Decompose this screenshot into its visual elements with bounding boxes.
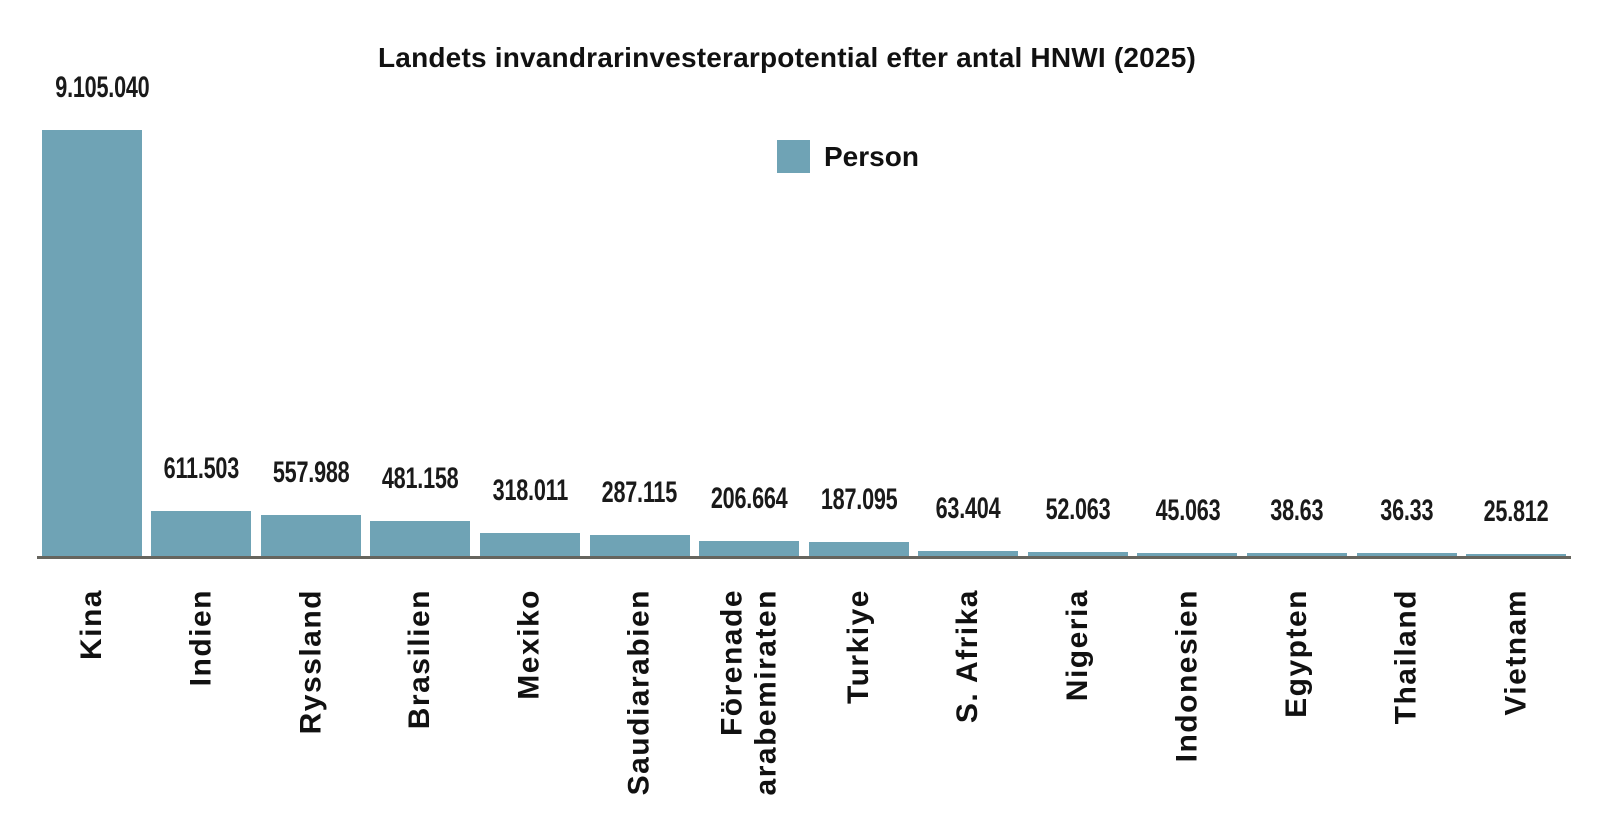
category-label: Turkiye	[841, 589, 875, 704]
bar	[151, 511, 252, 556]
value-label: 45.063	[1155, 493, 1220, 527]
bar	[370, 520, 471, 556]
category-label: Mexiko	[513, 589, 547, 700]
value-label: 52.063	[1045, 493, 1111, 527]
value-label: 481.158	[382, 461, 459, 495]
plot-area: 9.105.040 Kina 611.503 Indien 557.988 Rysslan…	[37, 73, 1571, 795]
category-label: Indonesien	[1170, 589, 1204, 763]
value-label: 38.63	[1270, 494, 1324, 528]
category-label: Kina	[74, 589, 108, 661]
category-label: Indien	[184, 589, 218, 687]
category-label: Saudiarabien	[622, 589, 656, 796]
bar-column: 287.115 Saudiarabien	[585, 130, 695, 795]
bar	[1027, 552, 1128, 556]
bar-column: 187.095 Turkiye	[804, 130, 914, 704]
value-label: 287.115	[601, 475, 678, 509]
bar	[480, 532, 581, 556]
legend: Person	[777, 140, 919, 173]
value-label: 36.33	[1380, 494, 1434, 528]
category-label: Ryssland	[293, 589, 327, 735]
legend-label: Person	[824, 140, 919, 172]
category-label: Förenade arabemiraten	[715, 589, 783, 796]
bar	[918, 551, 1019, 556]
bar	[1137, 552, 1238, 556]
category-label: S. Afrika	[951, 589, 985, 724]
bar-column: 481.158 Brasilien	[366, 130, 476, 729]
bar-column: 63.404 S. Afrika	[914, 130, 1024, 723]
value-label: 318.011	[492, 473, 568, 507]
bar	[1247, 553, 1348, 556]
value-label: 25.812	[1483, 495, 1549, 528]
bar	[260, 514, 361, 556]
value-label: 206.664	[710, 481, 788, 515]
bar-column: 9.105.040 Kina	[37, 73, 150, 660]
bar	[1356, 553, 1457, 556]
chart-title: Landets invandrarinvesterarpotential eft…	[378, 42, 1196, 73]
bar-column: 52.063 Nigeria	[1023, 130, 1133, 701]
bar-column: 557.988 Ryssland	[256, 130, 366, 734]
bar-column: 25.812 Vietnam	[1461, 130, 1571, 716]
value-label: 557.988	[272, 455, 350, 489]
bar-column: 611.503 Indien	[147, 130, 257, 686]
value-label: 187.095	[820, 483, 898, 517]
value-label: 63.404	[935, 492, 1001, 526]
bar	[41, 130, 142, 556]
value-label: 9.105.040	[55, 71, 150, 104]
legend-swatch	[777, 140, 810, 173]
bar	[1466, 554, 1567, 556]
category-label: Nigeria	[1060, 589, 1094, 702]
bar-column: 318.011 Mexiko	[475, 130, 585, 700]
bar-column: 38.63 Egypten	[1242, 130, 1352, 718]
value-label: 611.503	[163, 452, 240, 486]
category-label: Egypten	[1280, 589, 1314, 718]
category-label: Vietnam	[1499, 589, 1533, 716]
category-label: Brasilien	[403, 589, 437, 730]
category-label: Thailand	[1389, 589, 1423, 725]
bar	[699, 540, 800, 556]
bar	[808, 542, 909, 556]
bar-column: 206.664 Förenade arabemiraten	[694, 130, 804, 795]
bar-column: 36.33 Thailand	[1352, 130, 1462, 724]
bar	[589, 534, 690, 556]
bar-column: 45.063 Indonesien	[1133, 130, 1243, 762]
